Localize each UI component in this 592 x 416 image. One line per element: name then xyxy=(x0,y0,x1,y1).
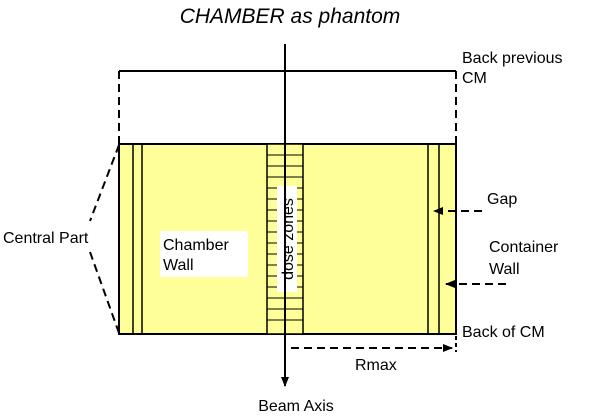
back-previous-cm-label-line2: CM xyxy=(462,70,487,87)
back-previous-cm-outline xyxy=(118,70,457,143)
left-container-wall xyxy=(132,144,143,334)
dose-zones-label: dose zones xyxy=(280,198,297,280)
gap-label: Gap xyxy=(487,191,517,208)
chamber-wall-label-line1: Chamber xyxy=(163,237,229,254)
dose-zones-label-box xyxy=(277,186,297,292)
rmax-label: Rmax xyxy=(355,357,397,374)
right-container-wall xyxy=(427,144,440,334)
container-wall-label-line2: Wall xyxy=(489,261,520,278)
central-part-brace xyxy=(89,144,120,334)
beam-axis-label: Beam Axis xyxy=(258,398,334,415)
central-part-label: Central Part xyxy=(3,230,89,247)
chamber-wall-label-line2: Wall xyxy=(163,257,194,274)
container-wall-label-line1: Container xyxy=(489,239,559,256)
chamber-wall-label-box xyxy=(160,231,248,277)
diagram-title: CHAMBER as phantom xyxy=(180,5,401,28)
back-previous-cm-label-line1: Back previous xyxy=(462,50,563,67)
back-of-cm-label: Back of CM xyxy=(462,324,545,341)
